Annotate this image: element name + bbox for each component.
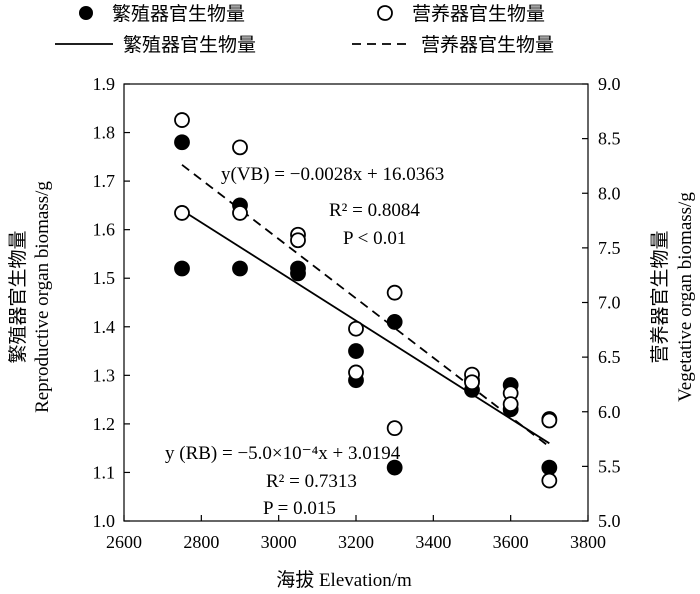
vegetative-point [348, 364, 364, 381]
reproductive-point [174, 260, 190, 277]
x-axis-ticks: 2600 2800 3000 3200 3400 3600 3800 [106, 515, 606, 552]
x-tick-label: 3600 [493, 532, 529, 552]
reproductive-point [386, 314, 403, 330]
legend-label-vegetative-line: 营养器官生物量 [421, 34, 554, 56]
right-tick-label: 7.0 [598, 293, 621, 313]
right-tick-label: 8.5 [598, 129, 621, 149]
vegetative-point [541, 472, 558, 489]
legend-label-reproductive-points: 繁殖器官生物量 [112, 3, 245, 25]
reproductive-point [232, 260, 248, 277]
left-tick-label: 1.9 [93, 74, 116, 94]
x-tick-label: 2800 [183, 532, 219, 552]
left-tick-label: 1.8 [93, 123, 116, 143]
vb-r2: R² = 0.8084 [329, 200, 420, 221]
reproductive-point [174, 134, 190, 151]
left-tick-label: 1.4 [93, 317, 116, 337]
left-tick-label: 1.5 [93, 268, 116, 288]
legend-marker-reproductive [79, 6, 93, 20]
data-points [174, 112, 558, 489]
x-tick-label: 3000 [261, 532, 297, 552]
right-tick-label: 6.0 [598, 402, 621, 422]
right-tick-label: 5.5 [598, 456, 621, 476]
right-tick-label: 5.0 [598, 511, 621, 531]
right-axis-label-en: Vegetative organ biomass/g [675, 192, 696, 402]
legend-label-reproductive-line: 繁殖器官生物量 [123, 34, 256, 56]
vegetative-point [541, 412, 558, 429]
vegetative-point [232, 205, 248, 221]
rb-equation: y (RB) = −5.0×10⁻⁴x + 3.0194 [165, 443, 401, 464]
left-tick-label: 1.3 [93, 365, 116, 385]
x-tick-label: 3800 [570, 532, 606, 552]
left-tick-label: 1.2 [93, 414, 116, 434]
left-tick-label: 1.1 [93, 462, 116, 482]
legend-label-vegetative-points: 营养器官生物量 [412, 3, 545, 25]
left-tick-label: 1.7 [93, 171, 116, 191]
left-axis-label-zh: 繁殖器官生物量 [7, 230, 29, 363]
right-tick-label: 8.0 [598, 183, 621, 203]
left-tick-label: 1.6 [93, 220, 116, 240]
left-axis-ticks: 1.0 1.1 1.2 1.3 1.4 1.5 1.6 1.7 1.8 1.9 [93, 74, 130, 531]
annotation-vb: y(VB) = −0.0028x + 16.0363 R² = 0.8084 P… [221, 164, 444, 249]
reproductive-point [386, 459, 403, 476]
right-tick-label: 6.5 [598, 347, 621, 367]
vegetative-point [174, 205, 190, 221]
vb-p: P < 0.01 [343, 228, 406, 249]
x-tick-label: 3400 [415, 532, 451, 552]
vegetative-point [290, 232, 306, 249]
vegetative-point [464, 374, 480, 391]
right-axis-label-zh: 营养器官生物量 [649, 230, 671, 363]
rb-r2: R² = 0.7313 [266, 471, 357, 492]
left-axis-label-en: Reproductive organ biomass/g [32, 181, 53, 413]
reproductive-point [290, 265, 306, 282]
reproductive-point [348, 343, 364, 359]
vegetative-point [386, 420, 403, 437]
right-tick-label: 7.5 [598, 238, 621, 258]
right-axis-ticks: 5.0 5.5 6.0 6.5 7.0 7.5 8.0 8.5 9.0 [582, 74, 621, 531]
reproductive-point [541, 459, 558, 476]
rb-p: P = 0.015 [263, 498, 336, 519]
vegetative-point [348, 320, 364, 337]
x-axis-label: 海拔 Elevation/m [276, 569, 412, 591]
left-tick-label: 1.0 [93, 511, 116, 531]
x-tick-label: 2600 [106, 532, 142, 552]
annotation-rb: y (RB) = −5.0×10⁻⁴x + 3.0194 R² = 0.7313… [165, 443, 401, 519]
x-tick-label: 3200 [338, 532, 374, 552]
reproductive-fit-line [181, 209, 550, 445]
vegetative-point [502, 396, 519, 413]
legend: 繁殖器官生物量 营养器官生物量 繁殖器官生物量 营养器官生物量 [55, 3, 554, 56]
right-tick-label: 9.0 [598, 74, 621, 94]
vb-equation: y(VB) = −0.0028x + 16.0363 [221, 164, 444, 185]
vegetative-point [232, 139, 248, 156]
vegetative-point [386, 284, 403, 301]
vegetative-point [174, 112, 190, 128]
legend-marker-vegetative [377, 5, 393, 21]
